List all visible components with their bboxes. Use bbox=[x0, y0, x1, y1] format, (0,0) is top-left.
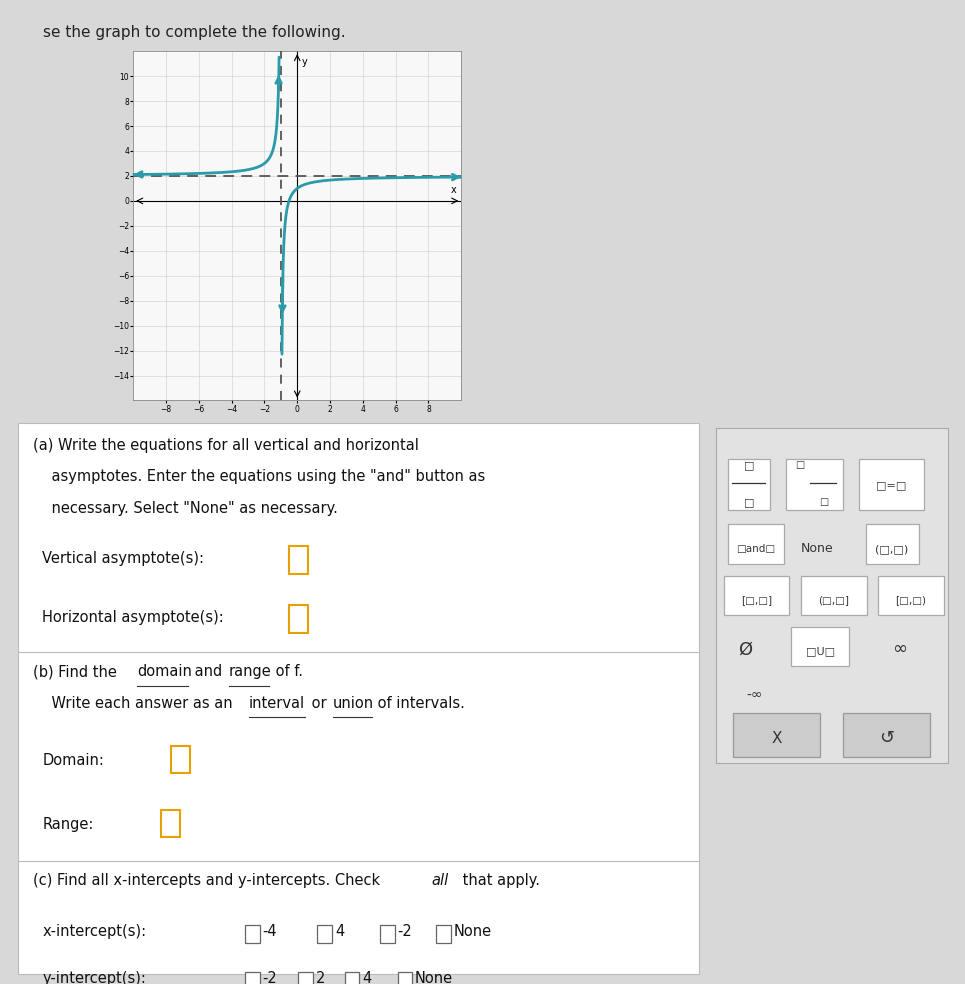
Text: 4: 4 bbox=[362, 971, 372, 984]
Text: x-intercept(s):: x-intercept(s): bbox=[42, 924, 147, 939]
Text: None: None bbox=[415, 971, 454, 984]
Text: None: None bbox=[801, 542, 834, 555]
Text: X: X bbox=[772, 731, 782, 746]
Text: □: □ bbox=[819, 497, 829, 507]
Text: □: □ bbox=[795, 461, 805, 470]
Text: ↺: ↺ bbox=[879, 729, 895, 747]
Text: y-intercept(s):: y-intercept(s): bbox=[42, 971, 147, 984]
Text: -∞: -∞ bbox=[747, 688, 762, 702]
Text: □=□: □=□ bbox=[876, 480, 907, 490]
Text: -2: -2 bbox=[262, 971, 277, 984]
Text: [□,□): [□,□) bbox=[896, 595, 926, 605]
Text: necessary. Select "None" as necessary.: necessary. Select "None" as necessary. bbox=[33, 501, 338, 516]
Text: □and□: □and□ bbox=[736, 544, 775, 554]
Text: Range:: Range: bbox=[42, 817, 94, 831]
Text: □U□: □U□ bbox=[806, 646, 835, 656]
Text: -2: -2 bbox=[398, 924, 412, 939]
Text: 4: 4 bbox=[335, 924, 345, 939]
Text: (□,□): (□,□) bbox=[875, 544, 908, 554]
Text: y: y bbox=[302, 57, 308, 68]
Text: Ø: Ø bbox=[738, 641, 752, 658]
Text: Vertical asymptote(s):: Vertical asymptote(s): bbox=[42, 551, 205, 566]
Text: all: all bbox=[431, 873, 449, 888]
Text: x: x bbox=[451, 185, 456, 195]
Text: range: range bbox=[229, 664, 271, 679]
Text: ∞: ∞ bbox=[892, 641, 907, 658]
Text: -4: -4 bbox=[262, 924, 277, 939]
Text: None: None bbox=[454, 924, 492, 939]
Text: domain: domain bbox=[137, 664, 192, 679]
Text: 2: 2 bbox=[316, 971, 325, 984]
Text: interval: interval bbox=[249, 696, 305, 710]
Text: (c) Find all x-intercepts and y-intercepts. Check: (c) Find all x-intercepts and y-intercep… bbox=[33, 873, 385, 888]
Text: (b) Find the: (b) Find the bbox=[33, 664, 122, 679]
Text: of f.: of f. bbox=[271, 664, 303, 679]
Text: of intervals.: of intervals. bbox=[373, 696, 465, 710]
Text: Horizontal asymptote(s):: Horizontal asymptote(s): bbox=[42, 610, 224, 625]
Text: Write each answer as an: Write each answer as an bbox=[33, 696, 237, 710]
Text: and: and bbox=[190, 664, 227, 679]
Text: (a) Write the equations for all vertical and horizontal: (a) Write the equations for all vertical… bbox=[33, 438, 419, 453]
Text: □: □ bbox=[744, 497, 754, 507]
Text: (□,□]: (□,□] bbox=[818, 595, 849, 605]
Text: Domain:: Domain: bbox=[42, 753, 104, 768]
Text: that apply.: that apply. bbox=[458, 873, 540, 888]
Text: □: □ bbox=[744, 461, 754, 470]
Text: asymptotes. Enter the equations using the "and" button as: asymptotes. Enter the equations using th… bbox=[33, 469, 485, 484]
Text: [□,□]: [□,□] bbox=[741, 595, 772, 605]
Text: se the graph to complete the following.: se the graph to complete the following. bbox=[43, 25, 346, 39]
Text: or: or bbox=[307, 696, 331, 710]
Text: union: union bbox=[333, 696, 374, 710]
